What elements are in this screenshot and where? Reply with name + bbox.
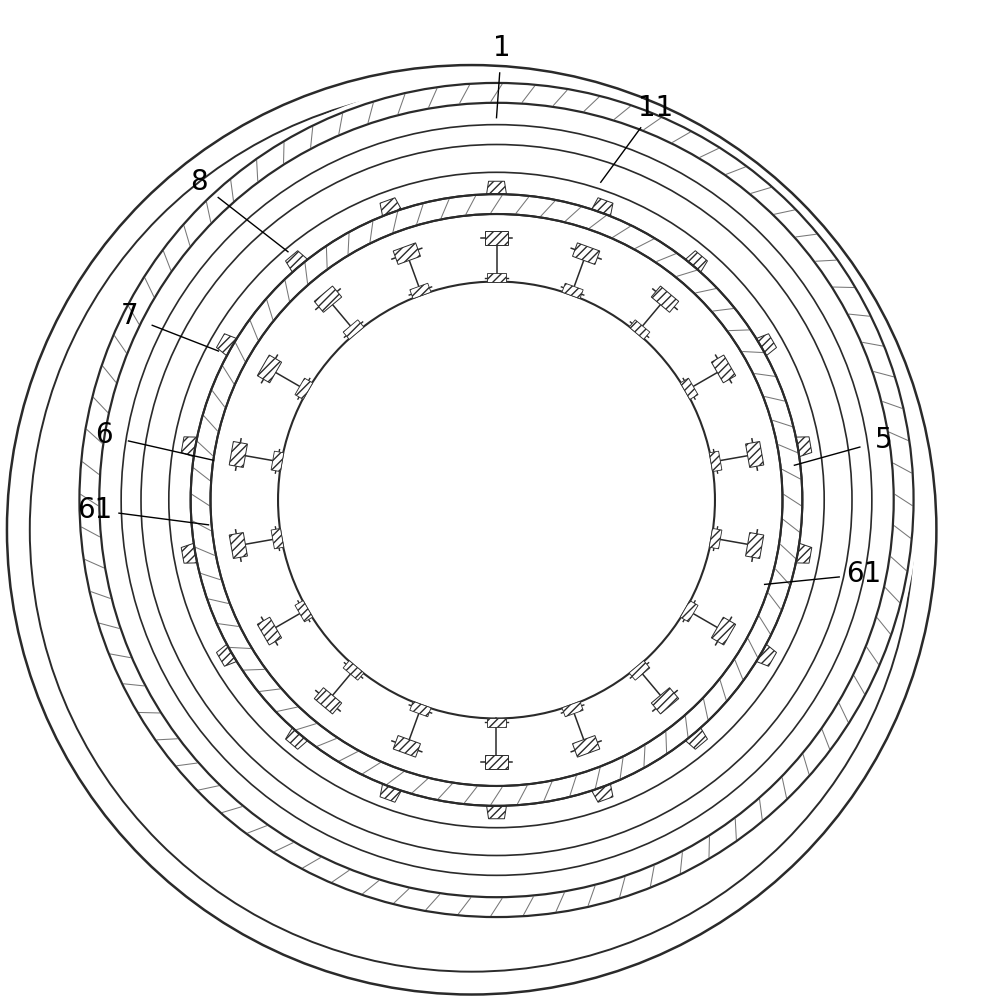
- Polygon shape: [592, 198, 613, 216]
- Text: 61: 61: [846, 560, 882, 588]
- Polygon shape: [286, 728, 308, 749]
- Text: 1: 1: [493, 34, 510, 62]
- Polygon shape: [592, 784, 613, 802]
- Polygon shape: [796, 437, 812, 457]
- Polygon shape: [757, 644, 777, 666]
- Text: 5: 5: [875, 426, 893, 454]
- Circle shape: [278, 282, 715, 718]
- Polygon shape: [314, 688, 342, 714]
- Polygon shape: [314, 286, 342, 312]
- Circle shape: [169, 172, 824, 828]
- Polygon shape: [393, 243, 420, 264]
- Polygon shape: [757, 334, 777, 356]
- Polygon shape: [257, 355, 282, 383]
- Polygon shape: [651, 286, 679, 312]
- Circle shape: [99, 103, 894, 897]
- Polygon shape: [746, 442, 764, 467]
- Text: 11: 11: [638, 94, 673, 122]
- Polygon shape: [487, 273, 506, 282]
- Polygon shape: [271, 451, 284, 472]
- Circle shape: [121, 125, 872, 875]
- Polygon shape: [562, 283, 583, 299]
- Text: 7: 7: [120, 302, 138, 330]
- Polygon shape: [380, 198, 401, 216]
- Circle shape: [74, 78, 919, 922]
- Text: 8: 8: [190, 168, 208, 196]
- Polygon shape: [410, 283, 431, 299]
- Polygon shape: [709, 451, 722, 472]
- Polygon shape: [344, 661, 363, 680]
- Circle shape: [191, 194, 802, 806]
- Polygon shape: [229, 533, 247, 558]
- Polygon shape: [286, 251, 308, 272]
- Polygon shape: [295, 378, 313, 399]
- Polygon shape: [711, 355, 736, 383]
- Polygon shape: [680, 601, 698, 622]
- Polygon shape: [485, 231, 508, 245]
- Polygon shape: [344, 320, 363, 339]
- Text: 6: 6: [95, 421, 113, 449]
- Polygon shape: [216, 334, 236, 356]
- Polygon shape: [181, 543, 197, 563]
- Polygon shape: [680, 378, 698, 399]
- Polygon shape: [746, 533, 764, 558]
- Polygon shape: [796, 543, 812, 563]
- Polygon shape: [487, 181, 506, 194]
- Polygon shape: [485, 755, 508, 769]
- Polygon shape: [709, 528, 722, 549]
- Circle shape: [79, 83, 914, 917]
- Circle shape: [211, 214, 782, 786]
- Polygon shape: [630, 661, 649, 680]
- Polygon shape: [685, 251, 707, 272]
- Polygon shape: [573, 243, 600, 264]
- Polygon shape: [410, 701, 431, 717]
- Polygon shape: [711, 617, 736, 645]
- Polygon shape: [257, 617, 282, 645]
- Polygon shape: [651, 688, 679, 714]
- Polygon shape: [216, 644, 236, 666]
- Polygon shape: [487, 718, 506, 727]
- Text: 61: 61: [76, 496, 112, 524]
- Polygon shape: [271, 528, 284, 549]
- Polygon shape: [181, 437, 197, 457]
- Polygon shape: [562, 701, 583, 717]
- Polygon shape: [229, 442, 247, 467]
- Polygon shape: [685, 728, 707, 749]
- Polygon shape: [630, 320, 649, 339]
- Polygon shape: [380, 784, 401, 802]
- Polygon shape: [393, 736, 420, 757]
- Circle shape: [141, 145, 852, 855]
- Polygon shape: [573, 736, 600, 757]
- Polygon shape: [487, 806, 506, 819]
- Polygon shape: [295, 601, 313, 622]
